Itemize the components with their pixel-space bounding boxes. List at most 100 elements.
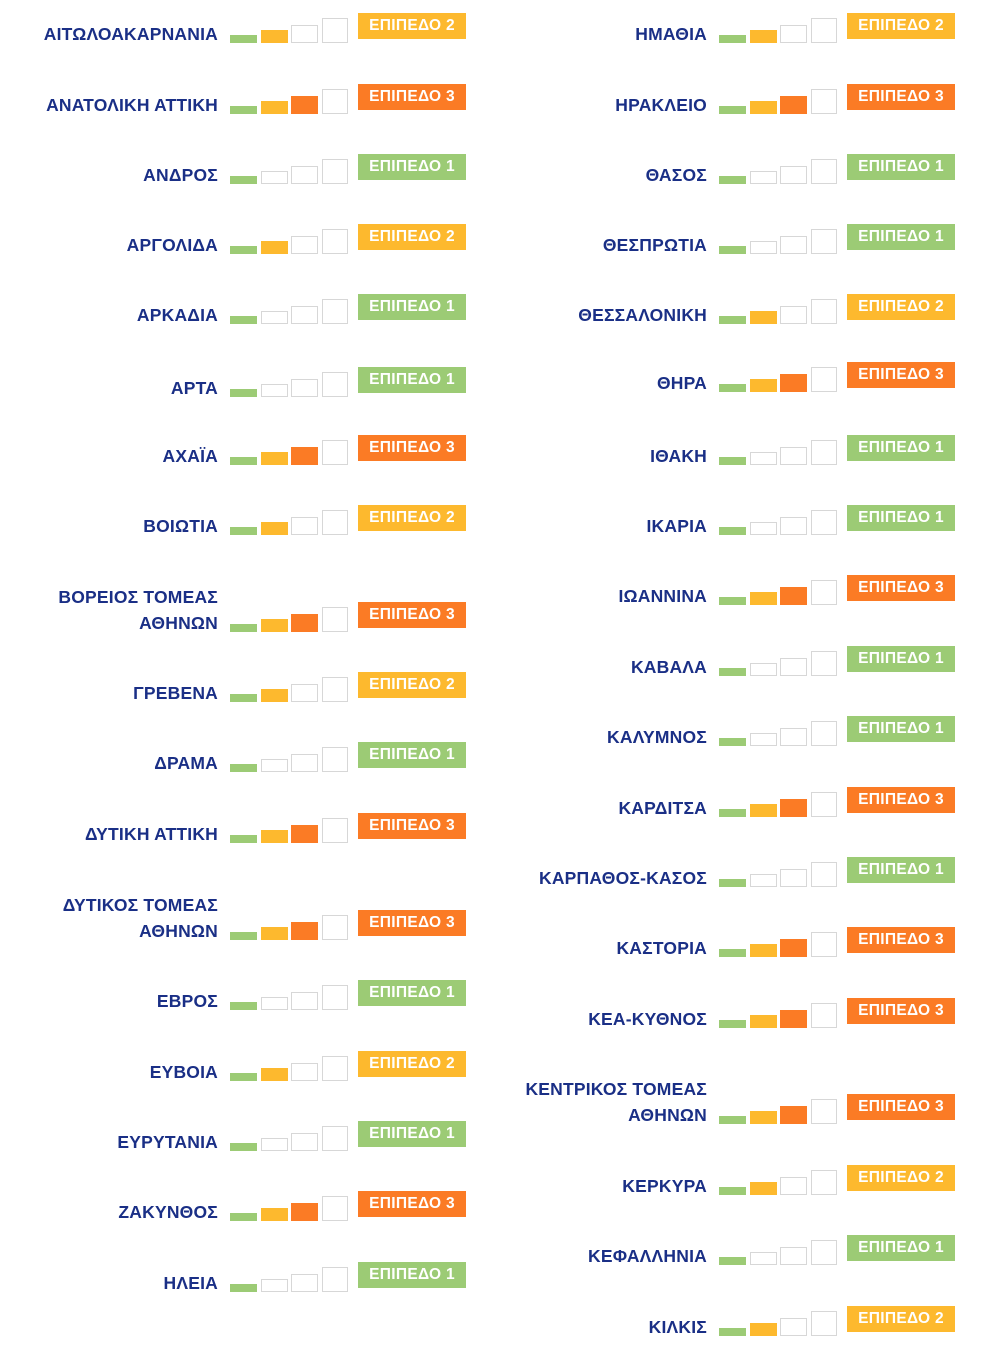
level-bar-segment (322, 1056, 348, 1081)
level-bar-segment (322, 18, 348, 43)
level-bar-segment (291, 306, 318, 324)
level-bar-segment (811, 1170, 837, 1195)
level-badge: ΕΠΙΠΕΔΟ 3 (847, 1094, 955, 1120)
level-indicator (230, 1195, 350, 1221)
level-indicator (719, 1098, 839, 1124)
region-name: ΑΡΓΟΛΙΔΑ (126, 235, 218, 255)
level-badge: ΕΠΙΠΕΔΟ 1 (847, 857, 955, 883)
level-badge: ΕΠΙΠΕΔΟ 1 (847, 154, 955, 180)
level-bar-segment (230, 1002, 257, 1010)
level-bar-segment (719, 316, 746, 324)
level-indicator (719, 791, 839, 817)
region-name: ΑΝΑΤΟΛΙΚΗ ΑΤΤΙΚΗ (46, 95, 218, 115)
region-name: ΚΑΡΔΙΤΣΑ (618, 798, 707, 818)
level-bar-segment (811, 367, 837, 392)
list-item: ΕΥΒΟΙΑ ΕΠΙΠΕΔΟ 2 (0, 1051, 480, 1085)
level-bar-segment (322, 229, 348, 254)
region-name: ΚΕΑ-ΚΥΘΝΟΣ (588, 1009, 707, 1029)
level-bar-segment (750, 1015, 777, 1028)
level-bar-segment (230, 1213, 257, 1221)
list-item: ΒΟΡΕΙΟΣ ΤΟΜΕΑΣ ΑΘΗΝΩΝ ΕΠΙΠΕΔΟ 3 (0, 587, 480, 636)
level-indicator (719, 720, 839, 746)
list-item: ΚΑΣΤΟΡΙΑ ΕΠΙΠΕΔΟ 3 (489, 927, 969, 961)
level-indicator (719, 439, 839, 465)
level-bar-segment (811, 792, 837, 817)
level-indicator (719, 1169, 839, 1195)
list-item: ΕΒΡΟΣ ΕΠΙΠΕΔΟ 1 (0, 980, 480, 1014)
level-bar-segment (811, 89, 837, 114)
level-bar-segment (230, 1073, 257, 1081)
level-bar-segment (261, 759, 288, 772)
level-badge: ΕΠΙΠΕΔΟ 3 (358, 910, 466, 936)
level-bar-segment (750, 241, 777, 254)
level-indicator (230, 1266, 350, 1292)
level-bar-segment (719, 1257, 746, 1265)
level-badge: ΕΠΙΠΕΔΟ 1 (847, 646, 955, 672)
region-name: ΗΜΑΘΙΑ (635, 24, 707, 44)
level-bar-segment (780, 374, 807, 392)
level-bar-segment (261, 522, 288, 535)
level-bar-segment (261, 171, 288, 184)
level-bar-segment (230, 106, 257, 114)
level-indicator (230, 158, 350, 184)
level-bar-segment (811, 580, 837, 605)
level-bar-segment (291, 25, 318, 43)
level-bar-segment (322, 677, 348, 702)
level-badge: ΕΠΙΠΕΔΟ 2 (847, 1165, 955, 1191)
level-bar-segment (261, 1279, 288, 1292)
level-bar-segment (291, 1203, 318, 1221)
level-bar-segment (811, 862, 837, 887)
region-name: ΒΟΡΕΙΟΣ ΤΟΜΕΑΣ ΑΘΗΝΩΝ (58, 587, 218, 633)
level-bar-segment (230, 389, 257, 397)
level-bar-segment (291, 1063, 318, 1081)
level-bar-segment (780, 939, 807, 957)
level-bar-segment (750, 311, 777, 324)
list-item: ΘΑΣΟΣ ΕΠΙΠΕΔΟ 1 (489, 154, 969, 188)
list-item: ΚΑΡΔΙΤΣΑ ΕΠΙΠΕΔΟ 3 (489, 787, 969, 821)
level-badge: ΕΠΙΠΕΔΟ 3 (358, 602, 466, 628)
level-badge: ΕΠΙΠΕΔΟ 3 (847, 787, 955, 813)
level-bar-segment (291, 1274, 318, 1292)
level-bar-segment (780, 658, 807, 676)
level-indicator (230, 228, 350, 254)
region-name: ΙΘΑΚΗ (650, 446, 707, 466)
level-bar-segment (719, 457, 746, 465)
level-indicator (230, 984, 350, 1010)
level-bar-segment (291, 992, 318, 1010)
list-item: ΔΡΑΜΑ ΕΠΙΠΕΔΟ 1 (0, 742, 480, 776)
level-indicator (719, 366, 839, 392)
level-bar-segment (322, 510, 348, 535)
level-bar-segment (322, 1126, 348, 1151)
region-name: ΗΡΑΚΛΕΙΟ (615, 95, 707, 115)
level-bar-segment (750, 804, 777, 817)
list-item: ΚΕΑ-ΚΥΘΝΟΣ ΕΠΙΠΕΔΟ 3 (489, 998, 969, 1032)
level-bar-segment (811, 932, 837, 957)
level-badge: ΕΠΙΠΕΔΟ 1 (847, 505, 955, 531)
list-item: ΒΟΙΩΤΙΑ ΕΠΙΠΕΔΟ 2 (0, 505, 480, 539)
level-bar-segment (780, 869, 807, 887)
level-bar-segment (780, 1010, 807, 1028)
level-bar-segment (230, 764, 257, 772)
level-indicator (230, 439, 350, 465)
level-bar-segment (719, 1020, 746, 1028)
level-badge: ΕΠΙΠΕΔΟ 3 (847, 362, 955, 388)
level-badge: ΕΠΙΠΕΔΟ 1 (847, 435, 955, 461)
left-column: ΑΙΤΩΛΟΑΚΑΡΝΑΝΙΑ ΕΠΙΠΕΔΟ 2 ΑΝΑΤΟΛΙΚΗ ΑΤΤΙΚΗ… (0, 13, 480, 1293)
level-indicator (719, 1002, 839, 1028)
level-bar-segment (750, 379, 777, 392)
level-bar-segment (291, 166, 318, 184)
level-bar-segment (780, 587, 807, 605)
level-bar-segment (719, 1187, 746, 1195)
level-badge: ΕΠΙΠΕΔΟ 3 (847, 998, 955, 1024)
list-item: ΚΕΡΚΥΡΑ ΕΠΙΠΕΔΟ 2 (489, 1165, 969, 1199)
level-bar-segment (322, 915, 348, 940)
level-bar-segment (230, 527, 257, 535)
level-bar-segment (750, 452, 777, 465)
level-bar-segment (261, 101, 288, 114)
level-bar-segment (261, 1138, 288, 1151)
list-item: ΓΡΕΒΕΝΑ ΕΠΙΠΕΔΟ 2 (0, 672, 480, 706)
level-indicator (719, 88, 839, 114)
level-bar-segment (230, 457, 257, 465)
level-indicator (230, 298, 350, 324)
region-name: ΕΒΡΟΣ (156, 991, 218, 1011)
